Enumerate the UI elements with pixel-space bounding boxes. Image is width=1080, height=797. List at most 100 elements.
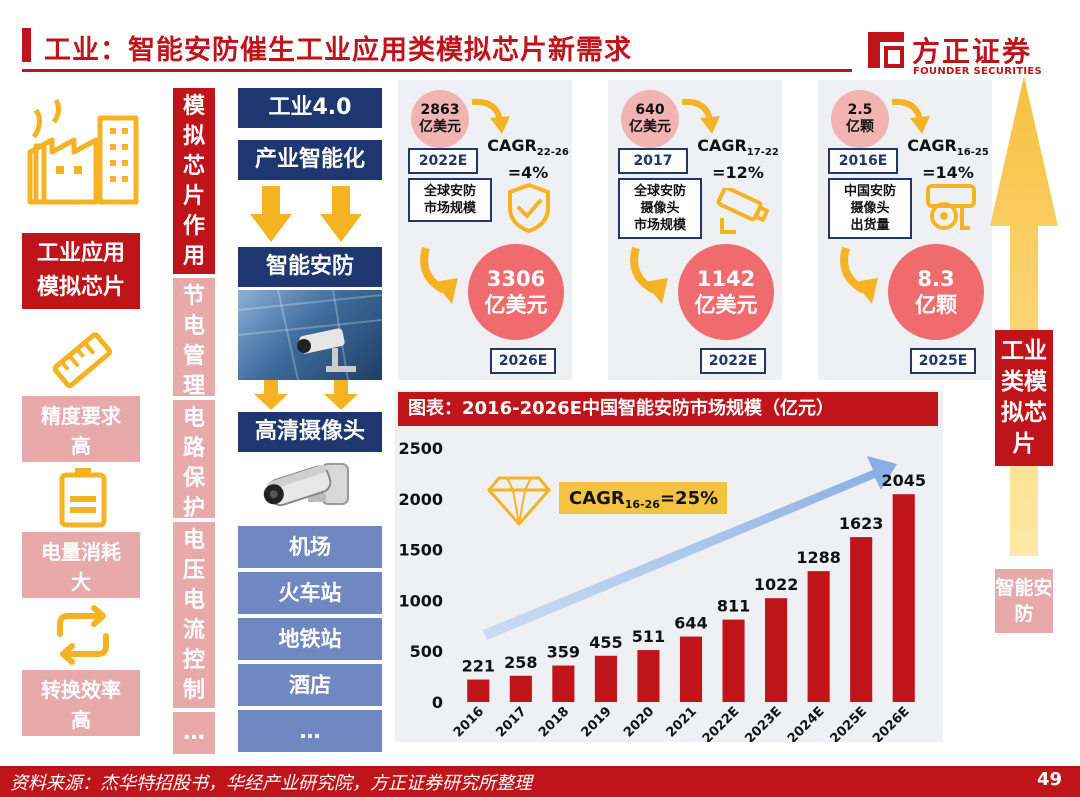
precision-tag: 精度要求 高 xyxy=(22,396,140,462)
down-arrows-small-icon xyxy=(254,380,358,410)
y-tick-label: 500 xyxy=(410,642,443,661)
chart-title: 图表：2016-2026E中国智能安防市场规模（亿元） xyxy=(398,392,938,426)
tag-line: 高 xyxy=(71,434,91,458)
x-labels-group: 2016 2017 2018 2019 2020 2021 2022E 2023E 2024E 2… xyxy=(451,704,913,742)
bar xyxy=(892,494,915,702)
scene-airport: 机场 xyxy=(238,526,382,568)
scene-hotel: 酒店 xyxy=(238,664,382,706)
power-consumption-tag: 电量消耗 大 xyxy=(22,532,140,598)
start-value-unit: 亿美元 xyxy=(419,119,461,135)
source-note: 资料来源：杰华特招股书，华经产业研究院，方正证券研究所整理 xyxy=(10,773,532,794)
cagr-label: CAGR22-26 =4% xyxy=(486,136,570,183)
bar-value-label: 221 xyxy=(462,657,495,676)
bar xyxy=(594,655,617,702)
industrial-analog-chip-vertical: 工业类模拟芯片 xyxy=(995,330,1053,466)
logo-name: 方正证券 xyxy=(912,35,1033,68)
x-tick-label: 2018 xyxy=(536,704,572,740)
diamond-icon xyxy=(487,476,551,527)
up-arrow-icon xyxy=(990,76,1058,556)
x-tick-label: 2022E xyxy=(700,704,742,742)
tag-line: 工业应用 xyxy=(36,241,125,266)
security-camera-photo xyxy=(238,290,382,380)
founder-logo-icon xyxy=(868,32,904,68)
cctv-camera-icon xyxy=(716,188,770,234)
cagr-text: CAGR16-26=25% xyxy=(569,488,718,511)
desc-line: 全球安防 xyxy=(423,184,476,199)
start-year: 2022E xyxy=(408,148,478,174)
dome-camera-icon xyxy=(926,184,976,230)
power-management-label: 节电管理 xyxy=(173,278,215,399)
x-tick-label: 2019 xyxy=(579,704,615,740)
page-number: 49 xyxy=(1036,769,1062,790)
desc-line: 出货量 xyxy=(850,218,890,233)
logo-subtitle: FOUNDER SECURITIES xyxy=(913,66,1043,77)
cagr-value: =4% xyxy=(507,163,549,183)
more-ellipsis: … xyxy=(173,712,215,754)
bar-value-label: 2045 xyxy=(881,471,926,490)
bar-value-label: 455 xyxy=(589,633,622,652)
cagr-text-sub: 16-26 xyxy=(625,498,661,511)
bar xyxy=(850,537,873,702)
bar-value-label: 811 xyxy=(717,597,750,616)
end-value-number: 8.3 xyxy=(917,267,955,291)
scene-subway-station: 地铁站 xyxy=(238,618,382,660)
y-tick-label: 0 xyxy=(432,693,443,712)
convert-arrows-icon xyxy=(57,605,109,665)
x-tick-label: 2025E xyxy=(828,704,870,742)
camera-photo-icon xyxy=(238,290,382,380)
curve-arrow-icon xyxy=(471,98,510,134)
trend-arrow xyxy=(483,456,897,640)
start-value-number: 2863 xyxy=(420,102,460,118)
bar xyxy=(765,598,788,702)
battery-icon xyxy=(59,468,107,528)
stat-panel-global-camera: 640 亿美元 2017 CAGR17-22 =12% 全球安防 摄像头 市场规… xyxy=(608,80,782,380)
bar-chart: 0 500 1000 1500 2000 2500 221 258 359 455 511 644 8… xyxy=(398,439,926,742)
cagr-text-base: CAGR xyxy=(569,488,625,509)
tag-line: 电量消耗 xyxy=(41,540,121,564)
industrial-intelligence-box: 产业智能化 xyxy=(238,140,382,180)
ruler-icon xyxy=(52,332,113,389)
conversion-efficiency-tag: 转换效率 高 xyxy=(22,670,140,736)
end-value-unit: 亿美元 xyxy=(694,293,758,317)
cagr-annotation: CAGR16-26=25% xyxy=(487,476,727,527)
industrial-analog-chip-tag: 工业应用 模拟芯片 xyxy=(22,233,140,309)
title-underline xyxy=(22,69,852,72)
cagr-box xyxy=(559,482,727,514)
end-value-unit: 亿美元 xyxy=(484,293,548,317)
bar-value-label: 1623 xyxy=(839,514,884,533)
desc-line: 市场规模 xyxy=(423,201,476,216)
start-value-number: 640 xyxy=(635,102,665,118)
x-tick-label: 2017 xyxy=(493,704,529,740)
bar xyxy=(552,665,575,702)
desc-line: 中国安防 xyxy=(843,184,896,199)
cagr-value: =12% xyxy=(712,163,764,183)
scene-train-station: 火车站 xyxy=(238,572,382,614)
end-value-unit: 亿颗 xyxy=(915,293,957,317)
down-arrows-icon xyxy=(250,186,362,242)
cagr-subscript: 16-25 xyxy=(956,147,989,159)
end-value-circle: 1142 亿美元 xyxy=(678,244,774,340)
x-tick-label: 2024E xyxy=(785,704,827,742)
bar-value-label: 644 xyxy=(674,614,707,633)
curve-arrow-icon xyxy=(891,98,930,134)
bar xyxy=(509,675,532,702)
start-value-circle: 2.5 亿颗 xyxy=(831,90,889,148)
cagr-subscript: 22-26 xyxy=(536,147,569,159)
voltage-current-control-label: 电压电流控制 xyxy=(173,522,215,708)
analog-chip-function-label: 模拟芯片作用 xyxy=(173,88,215,274)
x-tick-label: 2021 xyxy=(664,704,700,740)
footer: 资料来源：杰华特招股书，华经产业研究院，方正证券研究所整理 49 xyxy=(0,766,1080,797)
industry-4-box: 工业4.0 xyxy=(238,88,382,128)
y-tick-label: 2500 xyxy=(398,439,443,458)
down-curve-arrow-icon xyxy=(840,246,878,304)
tag-line: 高 xyxy=(71,708,91,732)
tag-line: 模拟芯片 xyxy=(36,275,125,300)
bar xyxy=(637,650,660,702)
bar-value-label: 1022 xyxy=(754,575,799,594)
hd-camera-box: 高清摄像头 xyxy=(238,412,382,452)
metric-description: 中国安防 摄像头 出货量 xyxy=(828,178,912,239)
start-value-unit: 亿颗 xyxy=(846,119,874,135)
cagr-base: CAGR xyxy=(907,136,957,155)
y-axis: 0 500 1000 1500 2000 2500 xyxy=(398,439,443,712)
